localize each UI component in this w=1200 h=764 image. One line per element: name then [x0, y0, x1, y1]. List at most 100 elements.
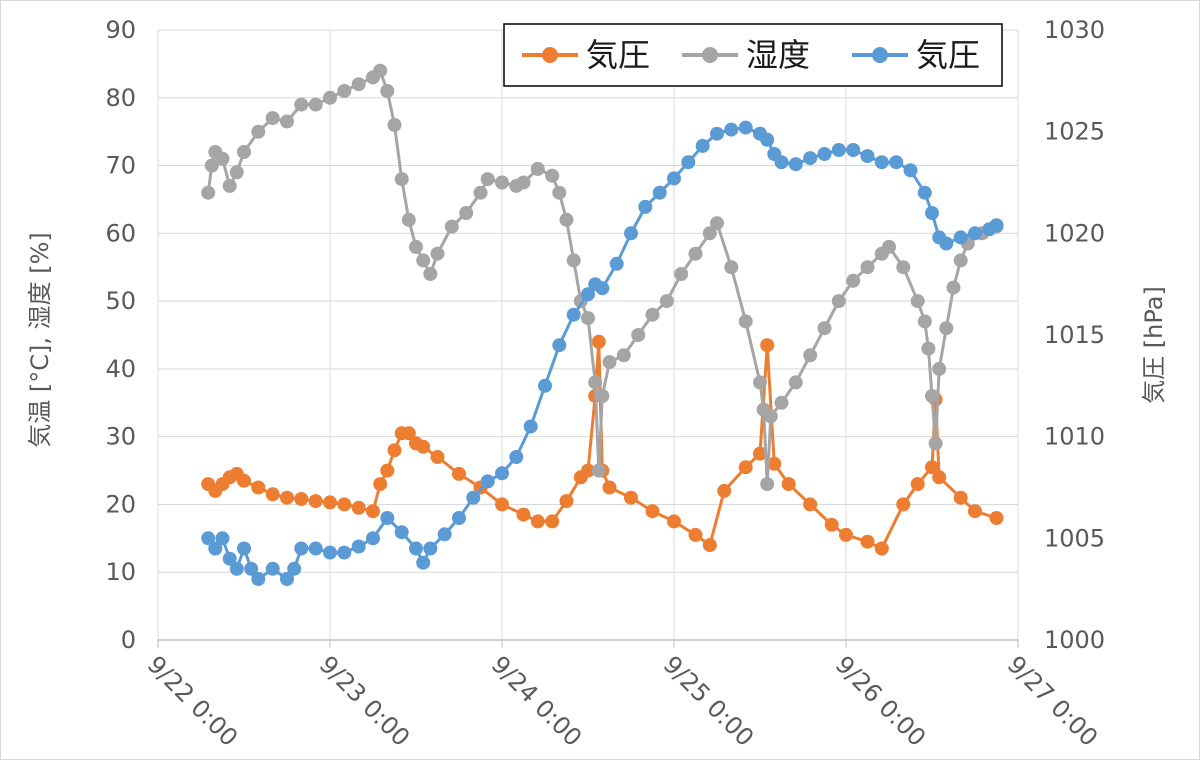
data-point — [946, 280, 961, 295]
data-point — [459, 206, 474, 220]
data-point — [538, 378, 552, 393]
data-point — [530, 161, 545, 176]
data-point — [366, 531, 380, 546]
data-point — [702, 538, 717, 553]
data-point — [624, 490, 638, 505]
data-point — [516, 175, 531, 190]
data-point — [466, 490, 481, 505]
data-point — [545, 168, 560, 183]
legend-marker — [542, 47, 558, 63]
data-point — [953, 230, 968, 245]
data-point — [910, 294, 925, 309]
data-point — [437, 527, 452, 542]
data-point — [215, 531, 230, 546]
y-tick-label-left: 80 — [105, 84, 136, 112]
data-point — [509, 450, 524, 464]
data-point — [602, 480, 617, 495]
y-tick-label-right: 1020 — [1044, 219, 1105, 247]
data-point — [323, 545, 337, 560]
data-point — [831, 143, 846, 157]
data-point — [839, 527, 853, 542]
data-point — [237, 473, 251, 488]
series-group — [201, 334, 1004, 556]
data-point — [387, 117, 402, 132]
data-point — [674, 267, 689, 281]
y-tick-label-right: 1010 — [1044, 423, 1105, 451]
data-point — [860, 534, 875, 549]
data-point — [910, 477, 925, 492]
data-point — [337, 497, 352, 512]
legend-marker — [872, 47, 888, 63]
data-point — [337, 84, 352, 98]
data-point — [566, 253, 581, 268]
data-point — [928, 436, 943, 451]
data-point — [495, 497, 509, 512]
data-point — [803, 348, 818, 363]
data-point — [609, 256, 624, 271]
data-point — [710, 216, 724, 231]
data-point — [760, 477, 775, 492]
data-point — [323, 495, 337, 510]
y-tick-label-right: 1005 — [1044, 524, 1105, 552]
y-tick-label-left: 40 — [105, 355, 136, 383]
data-point — [917, 185, 932, 200]
data-point — [817, 321, 832, 336]
data-point — [480, 474, 495, 489]
data-point — [530, 514, 545, 529]
data-point — [222, 178, 237, 193]
data-point — [788, 375, 803, 390]
data-point — [989, 511, 1004, 525]
data-point — [423, 541, 438, 556]
data-point — [416, 253, 431, 268]
data-point — [581, 287, 595, 302]
data-point — [896, 260, 911, 275]
y-tick-label-left: 10 — [105, 558, 136, 586]
data-point — [366, 504, 380, 519]
data-point — [846, 143, 861, 157]
data-point — [989, 218, 1004, 233]
data-point — [738, 460, 753, 475]
data-point — [889, 155, 904, 170]
y-tick-label-left: 90 — [105, 16, 136, 44]
data-point — [559, 494, 574, 509]
data-point — [581, 463, 595, 478]
data-point — [452, 466, 466, 481]
data-point — [738, 120, 753, 135]
data-point — [294, 97, 309, 112]
data-point — [939, 321, 954, 336]
data-point — [602, 355, 617, 370]
data-point — [917, 314, 932, 329]
data-point — [473, 185, 488, 200]
y-tick-label-left: 0 — [121, 626, 136, 654]
data-point — [753, 375, 767, 390]
legend-label: 気圧 — [916, 36, 980, 74]
data-point — [308, 494, 323, 509]
series-layer — [201, 63, 1004, 586]
data-point — [846, 273, 861, 288]
data-point — [416, 439, 431, 454]
data-point — [688, 527, 703, 542]
data-point — [760, 132, 775, 147]
data-point — [430, 450, 445, 464]
series-group — [201, 63, 1004, 492]
data-point — [523, 419, 538, 434]
data-point — [767, 456, 782, 471]
data-point — [229, 165, 244, 180]
data-point — [588, 375, 603, 390]
data-point — [645, 504, 660, 519]
data-point — [645, 307, 660, 322]
data-point — [409, 541, 423, 556]
data-point — [251, 572, 266, 586]
data-point — [753, 446, 767, 461]
data-point — [545, 514, 560, 529]
data-point — [280, 490, 294, 505]
y-tick-label-left: 50 — [105, 287, 136, 315]
data-point — [416, 555, 431, 570]
data-point — [903, 163, 918, 178]
data-point — [351, 77, 366, 92]
data-point — [294, 541, 309, 556]
data-point — [667, 171, 681, 186]
data-point — [208, 541, 223, 556]
data-point — [860, 149, 875, 164]
